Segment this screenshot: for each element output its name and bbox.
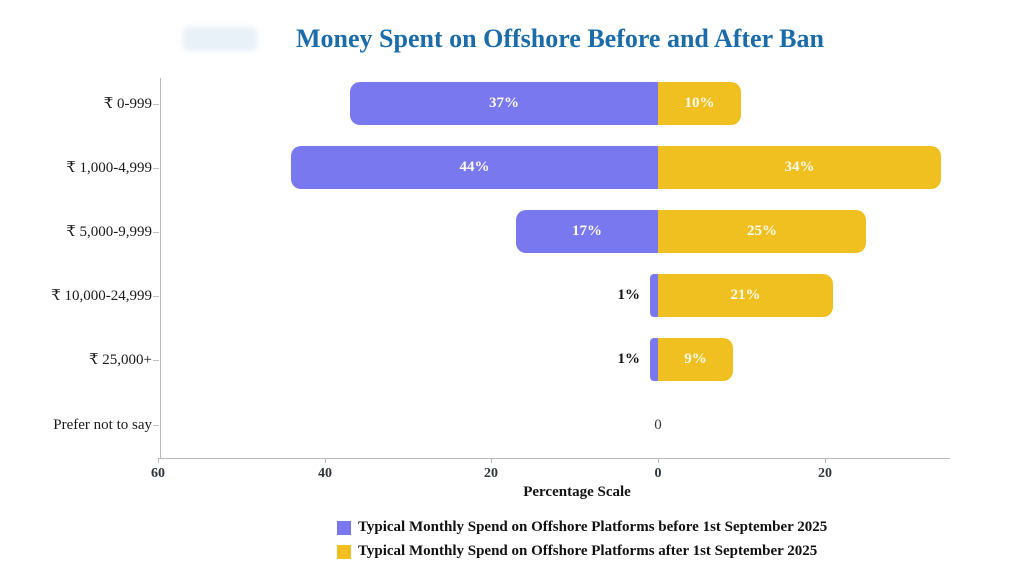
x-axis-line xyxy=(158,458,950,459)
category-label: ₹ 10,000-24,999 xyxy=(51,287,152,304)
x-axis-tick xyxy=(825,458,826,463)
category-label: ₹ 1,000-4,999 xyxy=(66,159,152,176)
legend: Typical Monthly Spend on Offshore Platfo… xyxy=(337,519,827,567)
x-axis-tick-label: 60 xyxy=(151,466,165,481)
zero-value-label: 0 xyxy=(654,417,662,433)
category-label: ₹ 5,000-9,999 xyxy=(66,223,152,240)
category-label: ₹ 0-999 xyxy=(103,95,152,112)
x-axis-tick-label: 20 xyxy=(818,466,832,481)
bar-value-label: 44% xyxy=(459,159,490,175)
y-axis-tick xyxy=(153,231,159,233)
y-axis-tick xyxy=(153,167,159,169)
x-axis-title: Percentage Scale xyxy=(523,484,631,500)
bar-before xyxy=(650,338,658,381)
bar-after: 21% xyxy=(658,274,833,317)
bar-before xyxy=(650,274,658,317)
category-label: Prefer not to say xyxy=(53,417,152,433)
legend-swatch-after-icon xyxy=(337,544,351,559)
x-axis-tick xyxy=(325,458,326,463)
bar-value-label: 21% xyxy=(730,287,761,303)
y-axis-tick xyxy=(153,425,159,426)
y-axis-tick xyxy=(153,103,159,105)
legend-swatch-before-icon xyxy=(337,520,351,535)
bar-value-label: 25% xyxy=(747,223,777,239)
bar-after: 25% xyxy=(658,210,866,253)
bar-after: 34% xyxy=(658,146,941,189)
bar-value-label: 17% xyxy=(572,223,602,239)
bar-value-label-outside: 1% xyxy=(617,351,641,367)
bar-after: 9% xyxy=(658,338,733,381)
bar-before: 37% xyxy=(350,82,658,125)
legend-label-after: Typical Monthly Spend on Offshore Platfo… xyxy=(358,543,818,559)
bar-value-label-outside: 1% xyxy=(617,287,641,303)
x-axis-tick-label: 0 xyxy=(654,466,662,481)
watermark-ghost xyxy=(183,27,257,51)
y-axis-tick xyxy=(153,359,159,361)
chart-title: Money Spent on Offshore Before and After… xyxy=(296,24,824,53)
bar-value-label: 10% xyxy=(684,95,715,111)
bar-after: 10% xyxy=(658,82,741,125)
bar-before: 44% xyxy=(291,146,658,189)
y-axis-tick xyxy=(153,295,159,297)
legend-label-before: Typical Monthly Spend on Offshore Platfo… xyxy=(358,519,828,535)
legend-item-after: Typical Monthly Spend on Offshore Platfo… xyxy=(337,543,827,560)
bar-value-label: 9% xyxy=(684,351,707,367)
x-axis-tick xyxy=(158,458,159,463)
legend-item-before: Typical Monthly Spend on Offshore Platfo… xyxy=(337,519,827,536)
category-label: ₹ 25,000+ xyxy=(88,351,152,368)
x-axis-tick-label: 20 xyxy=(484,466,498,481)
bar-value-label: 37% xyxy=(489,95,519,111)
x-axis-tick xyxy=(491,458,492,463)
x-axis-tick-label: 40 xyxy=(318,466,332,481)
y-axis-line xyxy=(160,78,161,458)
bar-value-label: 34% xyxy=(784,159,815,175)
x-axis-tick xyxy=(658,458,659,463)
bar-before: 17% xyxy=(516,210,658,253)
